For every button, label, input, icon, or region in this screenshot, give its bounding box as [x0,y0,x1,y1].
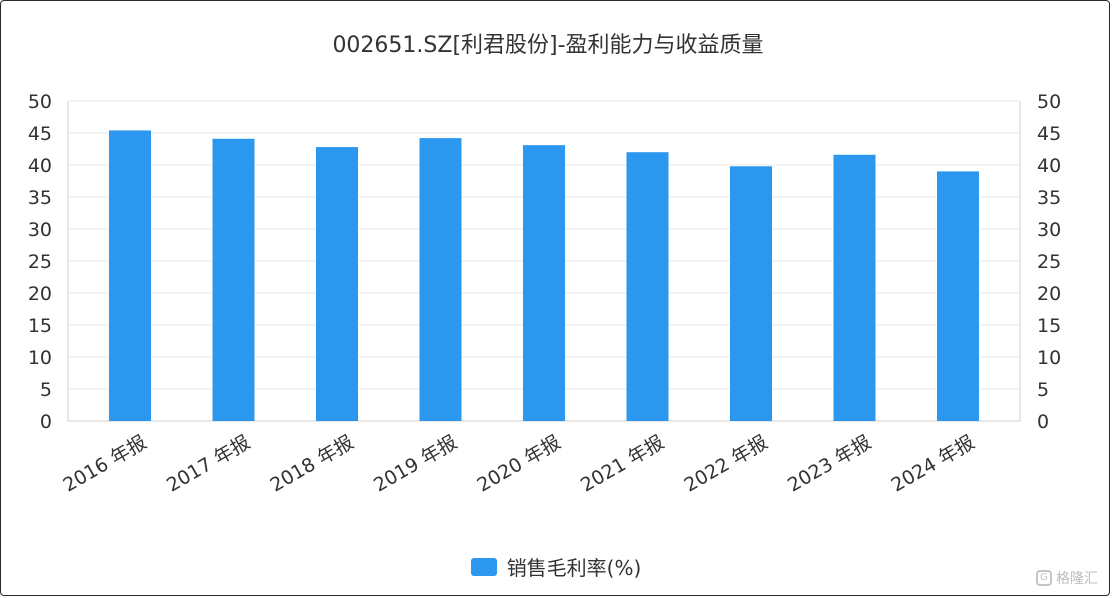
bar [316,147,358,421]
bar [109,130,151,421]
legend-label: 销售毛利率(%) [506,556,642,580]
glh-logo-icon: G [1036,570,1052,586]
chart-title: 002651.SZ[利君股份]-盈利能力与收益质量 [332,33,763,58]
watermark: G 格隆汇 [1036,568,1098,588]
y-tick-label-left: 30 [28,219,52,241]
x-tick-label: 2018 年报 [266,431,357,496]
bar [212,138,255,421]
x-tick-label: 2024 年报 [887,431,978,496]
y-tick-label-left: 40 [28,155,52,177]
bar [833,154,876,421]
x-tick-label: 2019 年报 [370,431,461,496]
y-tick-label-left: 25 [28,251,52,273]
y-tick-label-right: 35 [1037,187,1061,209]
y-tick-label-right: 40 [1037,155,1061,177]
y-tick-label-right: 25 [1037,251,1061,273]
y-tick-label-right: 20 [1037,283,1061,305]
bar [937,171,979,421]
x-tick-label: 2020 年报 [473,431,564,496]
y-tick-label-right: 15 [1037,315,1061,337]
legend[interactable]: 销售毛利率(%) [0,552,1112,581]
bar [419,138,462,421]
y-tick-label-right: 5 [1037,379,1049,401]
bar [730,166,772,421]
y-tick-label-right: 50 [1037,91,1061,113]
x-tick-label: 2022 年报 [680,431,771,496]
bar [523,145,565,421]
y-tick-label-left: 50 [28,91,52,113]
right-y-axis: 0 5 10 15 20 25 30 35 40 45 50 [1019,91,1061,433]
y-tick-label-left: 15 [28,315,52,337]
y-tick-label-left: 35 [28,187,52,209]
x-axis: 2016 年报 2017 年报 2018 年报 2019 年报 2020 年报 2021 … [59,431,978,496]
y-tick-label-left: 10 [28,347,52,369]
y-tick-label-right: 0 [1037,411,1049,433]
y-tick-label-left: 20 [28,283,52,305]
bars [109,130,979,421]
y-tick-label-left: 0 [40,411,52,433]
x-tick-label: 2016 年报 [59,431,150,496]
x-tick-label: 2017 年报 [163,431,254,496]
y-tick-label-right: 45 [1037,123,1061,145]
y-tick-label-right: 30 [1037,219,1061,241]
left-y-axis: 0 5 10 15 20 25 30 35 40 45 50 [28,91,69,433]
y-tick-label-left: 5 [40,379,52,401]
legend-swatch [470,557,497,576]
x-tick-label: 2023 年报 [784,431,875,496]
watermark-text: 格隆汇 [1056,571,1098,587]
bar [626,152,669,421]
x-tick-label: 2021 年报 [577,431,668,496]
y-tick-label-left: 45 [28,123,52,145]
y-tick-label-right: 10 [1037,347,1061,369]
